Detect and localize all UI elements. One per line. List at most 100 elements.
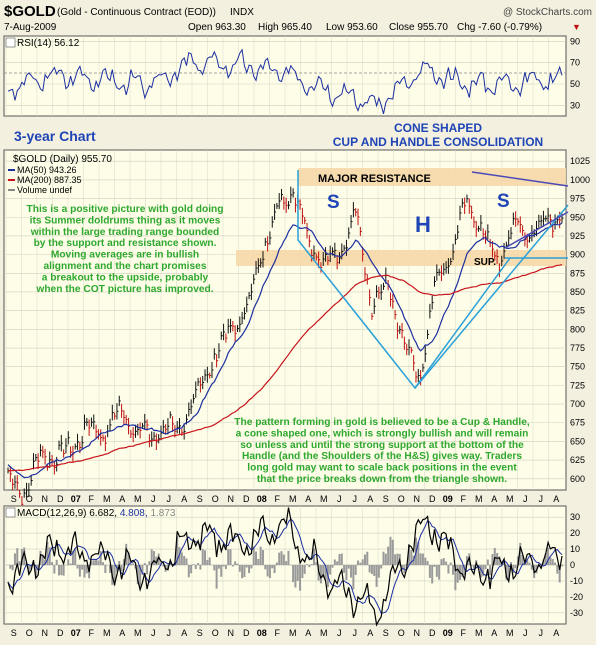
price-tick: 1000 (570, 175, 590, 185)
month-tick: D (57, 628, 64, 638)
month-axis-macd: S O N D 07 F M A M J J A S O N D 08 F M A M J J A S O N D 09 F M A M J J A (11, 628, 560, 638)
legend-entry: MA(200) 887.35 (17, 175, 82, 185)
open-value: Open 963.30 (188, 22, 246, 33)
macd-axis: 30 20 10 0 -10 -20 -30 (570, 512, 583, 618)
rsi-label-box (5, 37, 16, 48)
month-tick: M (320, 494, 328, 504)
month-tick: 09 (443, 628, 453, 638)
price-tick: 700 (570, 399, 585, 409)
month-tick: N (228, 494, 235, 504)
month-tick: S (383, 494, 389, 504)
rsi-label: RSI(14) 56.12 (17, 38, 80, 49)
commentary-line: This is a positive picture with gold doi… (27, 204, 224, 215)
commentary-lower: The pattern forming in gold is believed … (234, 417, 530, 485)
month-tick: M (506, 494, 514, 504)
month-tick: A (181, 494, 187, 504)
high-value: High 965.40 (258, 22, 312, 33)
month-tick: J (523, 494, 528, 504)
price-tick: 900 (570, 250, 585, 260)
commentary-line: when the COT picture has improved. (35, 284, 213, 295)
month-tick: S (197, 494, 203, 504)
price-bars (7, 186, 564, 513)
month-tick: F (275, 494, 281, 504)
month-tick: A (119, 628, 125, 638)
commentary-line: alignment and the chart promises (43, 261, 206, 272)
price-tick: 675 (570, 418, 585, 428)
triangle-upper-line (471, 171, 569, 187)
macd-tick: 30 (570, 512, 580, 522)
month-tick: N (42, 494, 49, 504)
month-tick: S (197, 628, 203, 638)
price-grid (5, 150, 566, 490)
macd-value2: 4.808, (120, 508, 148, 519)
month-tick: A (553, 628, 559, 638)
macd-label: MACD(12,26,9) 6.682, 4.808, 1.873 (17, 508, 176, 519)
month-tick: A (491, 628, 497, 638)
month-axis-main: S O N D 07 F M A M J J A S O N D 08 F M A M J J A S O N D 09 F M A M J J A (11, 494, 560, 504)
month-tick: M (475, 494, 483, 504)
month-tick: S (383, 628, 389, 638)
resistance-band (298, 168, 566, 186)
description: (Gold - Continuous Contract (EOD)) (57, 7, 216, 18)
price-tick: 800 (570, 324, 585, 334)
month-tick: J (167, 494, 172, 504)
macd-label-prefix: MACD(12,26,9) (17, 508, 86, 519)
month-tick: J (151, 628, 156, 638)
date: 7-Aug-2009 (4, 22, 57, 33)
commentary-line: a breakout to the upside, probably (42, 272, 209, 283)
price-tick: 600 (570, 474, 585, 484)
commentary-line: so unless and until the strong support a… (240, 440, 524, 451)
macd-tick: 20 (570, 528, 580, 538)
commentary-line: within the large trading range bounded (30, 227, 219, 238)
month-tick: J (337, 628, 342, 638)
month-tick: J (539, 494, 544, 504)
month-tick: M (103, 628, 111, 638)
price-tick: 650 (570, 436, 585, 446)
month-tick: A (367, 628, 373, 638)
month-tick: O (398, 628, 405, 638)
price-tick: 975 (570, 194, 585, 204)
month-tick: M (289, 494, 297, 504)
macd-line (7, 507, 563, 627)
month-tick: A (305, 628, 311, 638)
macd-value1: 6.682, (89, 508, 117, 519)
month-tick: M (134, 628, 142, 638)
macd-tick: -20 (570, 592, 583, 602)
price-tick: 875 (570, 268, 585, 278)
legend-entry: Volume undef (17, 185, 73, 195)
cone-line-right (414, 204, 569, 389)
price-label: $GOLD (Daily) 955.70 (13, 154, 112, 165)
macd-signal-line (7, 518, 563, 614)
major-resistance-label: MAJOR RESISTANCE (318, 173, 431, 185)
cone-title-line1: CONE SHAPED (394, 121, 482, 135)
month-tick: D (429, 494, 436, 504)
month-tick: A (181, 628, 187, 638)
macd-label-box (5, 507, 16, 518)
price-tick: 725 (570, 380, 585, 390)
month-tick: F (275, 628, 281, 638)
month-tick: O (212, 628, 219, 638)
month-tick: 08 (257, 494, 267, 504)
month-tick: A (367, 494, 373, 504)
month-tick: S (11, 628, 17, 638)
month-tick: A (491, 494, 497, 504)
month-tick: 09 (443, 494, 453, 504)
month-tick: N (42, 628, 49, 638)
month-tick: O (212, 494, 219, 504)
head-label: H (415, 212, 431, 237)
cone-line-left (297, 170, 511, 390)
left-shoulder-label: S (327, 192, 340, 213)
price-tick: 925 (570, 231, 585, 241)
commentary-upper: This is a positive picture with gold doi… (27, 204, 224, 295)
rsi-tick: 30 (570, 100, 580, 110)
month-tick: D (243, 628, 250, 638)
watermark: @ StockCharts.com (503, 7, 592, 18)
month-tick: A (119, 494, 125, 504)
macd-tick: -30 (570, 608, 583, 618)
commentary-line: that the price breaks down from the tria… (257, 474, 507, 485)
rsi-axis: 90 70 50 30 (570, 36, 580, 110)
rsi-tick: 70 (570, 58, 580, 68)
commentary-line: long gold may want to scale back positio… (247, 463, 517, 474)
